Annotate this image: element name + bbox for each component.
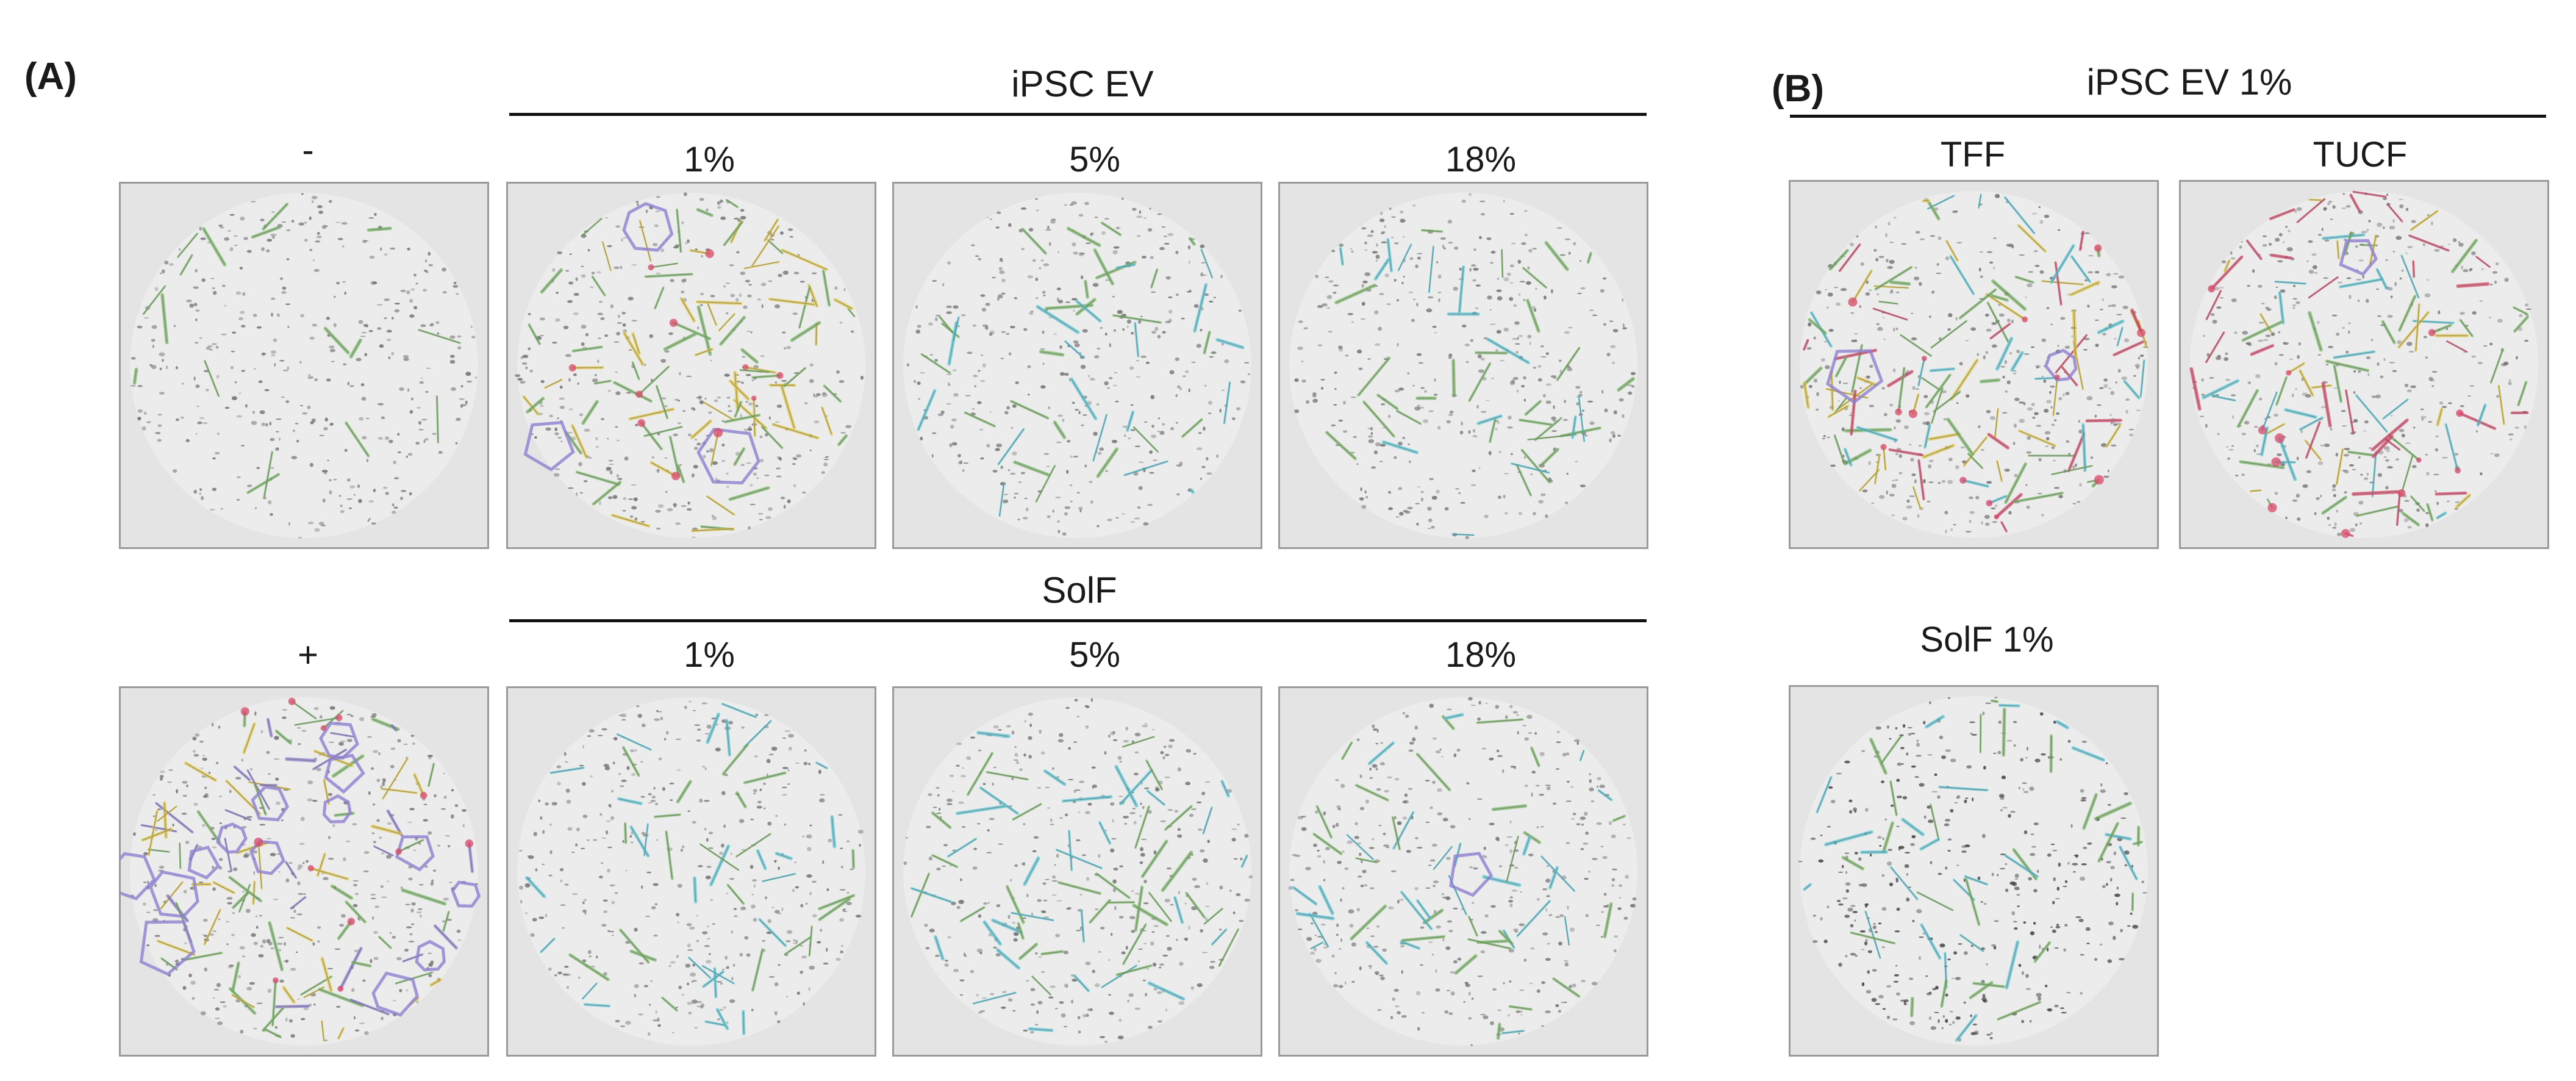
well-image-ipsc-ev-1-svg — [515, 192, 865, 539]
well-image-solf-1-panel-b — [1789, 685, 2159, 1057]
solf-1-title: SolF 1% — [1920, 620, 2054, 659]
well-image-negative-control — [119, 182, 489, 549]
ipsc-ev-1-group-rule — [1790, 115, 2546, 118]
well-image-tff — [1789, 180, 2159, 549]
well-image-solf-1-panel-b-svg — [1797, 696, 2148, 1046]
well-image-positive-control — [119, 686, 489, 1057]
ipsc-ev-dose-18-label: 18% — [1445, 140, 1517, 179]
tucf-label: TUCF — [2313, 135, 2408, 174]
well-image-ipsc-ev-5-svg — [903, 192, 1251, 539]
well-image-solf-18 — [1278, 686, 1648, 1057]
tff-label: TFF — [1940, 135, 2006, 174]
ipsc-ev-1-group-title: iPSC EV 1% — [2086, 62, 2292, 102]
well-image-solf-5-svg — [903, 697, 1253, 1046]
ipsc-ev-dose-5-label: 5% — [1069, 140, 1120, 179]
well-image-positive-control-svg — [121, 697, 481, 1046]
panel-b-label: (B) — [1772, 68, 1825, 110]
well-image-ipsc-ev-18-svg — [1289, 192, 1637, 539]
solf-dose-5-label: 5% — [1069, 635, 1120, 675]
solf-group-title: SolF — [1042, 570, 1117, 611]
well-image-tucf-svg — [2189, 190, 2538, 539]
panel-a-label: (A) — [24, 56, 77, 98]
solf-group-rule — [509, 619, 1647, 622]
well-image-tucf — [2179, 180, 2549, 549]
solf-dose-1-label: 1% — [684, 635, 735, 675]
ipsc-ev-group-rule — [509, 113, 1647, 116]
well-image-ipsc-ev-18 — [1278, 182, 1648, 549]
well-image-ipsc-ev-1 — [506, 182, 876, 549]
well-image-solf-5 — [892, 686, 1262, 1057]
well-image-tff-svg — [1800, 190, 2149, 539]
well-image-ipsc-ev-5 — [892, 182, 1262, 549]
well-image-negative-control-svg — [130, 192, 478, 539]
solf-dose-18-label: 18% — [1445, 635, 1517, 675]
well-image-solf-1-svg — [517, 697, 865, 1046]
ipsc-ev-group-title: iPSC EV — [1011, 63, 1154, 104]
ipsc-ev-dose-1-label: 1% — [684, 140, 735, 179]
well-image-solf-18-svg — [1288, 697, 1637, 1046]
well-image-solf-1 — [506, 686, 876, 1057]
positive-control-label: + — [298, 635, 318, 675]
negative-control-label: - — [302, 131, 314, 170]
